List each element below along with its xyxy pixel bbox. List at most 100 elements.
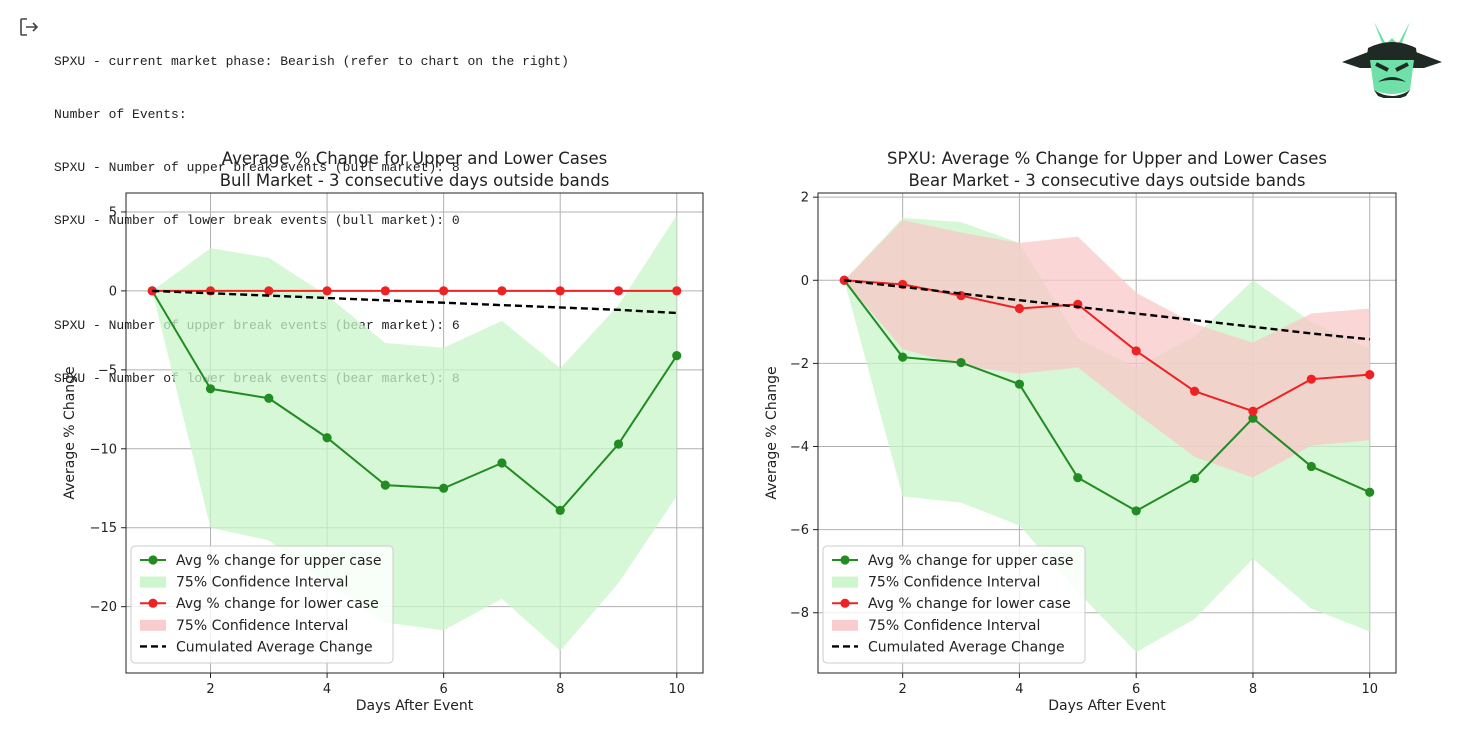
y-tick-label: 2: [801, 191, 809, 206]
exit-icon[interactable]: [18, 16, 40, 38]
data-point: [1248, 413, 1258, 423]
legend-item: 75% Confidence Interval: [832, 618, 1040, 634]
data-point: [613, 286, 624, 296]
chart-title: SPXU: Average % Change for Upper and Low…: [887, 149, 1327, 168]
data-point: [1189, 386, 1200, 396]
legend-box: [822, 545, 1086, 664]
legend-marker-swatch: [840, 598, 850, 608]
y-tick-label: −15: [90, 521, 117, 536]
data-point: [1131, 506, 1141, 516]
chart-bull-market: Average % Change for Upper and Lower Cas…: [62, 149, 704, 714]
data-point: [1073, 473, 1083, 483]
console-line: SPXU - Number of upper break events (bul…: [54, 159, 460, 175]
legend-item: 75% Confidence Interval: [832, 575, 1040, 591]
console-line: SPXU - current market phase: Bearish (re…: [54, 54, 569, 70]
series-line: [151, 290, 678, 512]
data-point: [1365, 370, 1375, 380]
data-point: [839, 275, 849, 285]
series-0: [147, 286, 682, 515]
data-point: [264, 286, 274, 296]
y-axis-label: Average % Change: [62, 366, 78, 499]
series-2: [844, 279, 1370, 341]
confidence-band-upper-case: [152, 215, 677, 651]
plot-frame: [125, 192, 704, 674]
data-point: [380, 286, 390, 296]
data-point: [264, 393, 274, 403]
x-tick-label: 6: [1132, 682, 1140, 697]
legend-item: Avg % change for lower case: [140, 596, 379, 612]
legend-label: Avg % change for upper case: [176, 553, 381, 569]
x-tick-label: 8: [1249, 682, 1257, 697]
legend-marker-swatch: [148, 598, 158, 608]
legend: Avg % change for upper case 75% Confidenc…: [822, 545, 1086, 664]
data-point: [672, 286, 682, 296]
data-point: [1131, 346, 1141, 356]
legend-item: 75% Confidence Interval: [140, 575, 348, 591]
y-tick-label: 0: [801, 274, 809, 289]
data-point: [1248, 406, 1258, 416]
legend-label: Cumulated Average Change: [868, 639, 1065, 655]
cumulated-average-line: [844, 279, 1370, 341]
chart-bear-market: SPXU: Average % Change for Upper and Low…: [764, 149, 1397, 714]
chart-title: Average % Change for Upper and Lower Cas…: [222, 149, 607, 168]
legend-label: Avg % change for lower case: [868, 596, 1071, 612]
chart-subtitle: Bear Market - 3 consecutive days outside…: [908, 171, 1305, 190]
data-point: [1306, 374, 1316, 384]
x-axis-label: Days After Event: [1048, 698, 1166, 714]
data-point: [1014, 379, 1025, 389]
legend-box: [130, 545, 394, 664]
x-tick-label: 4: [1015, 682, 1023, 697]
legend-label: Avg % change for lower case: [176, 596, 379, 612]
legend-marker-swatch: [148, 555, 158, 565]
legend-patch-swatch: [140, 576, 166, 588]
confidence-band-lower-case: [844, 220, 1370, 478]
data-point: [555, 286, 565, 296]
plot-frame: [817, 192, 1397, 674]
legend-label: 75% Confidence Interval: [176, 575, 348, 591]
data-point: [497, 458, 507, 468]
legend: Avg % change for upper case 75% Confidenc…: [130, 545, 394, 664]
data-point: [380, 480, 390, 490]
x-tick-label: 10: [668, 682, 685, 697]
x-tick-label: 6: [440, 682, 448, 697]
data-point: [322, 286, 332, 296]
x-tick-label: 10: [1361, 682, 1378, 697]
legend-item: Avg % change for lower case: [832, 596, 1071, 612]
legend-label: 75% Confidence Interval: [176, 618, 348, 634]
data-point: [1189, 473, 1200, 484]
data-point: [205, 384, 216, 394]
y-axis-label: Average % Change: [764, 366, 780, 499]
data-point: [613, 439, 624, 449]
data-point: [439, 286, 449, 296]
legend-label: Cumulated Average Change: [176, 639, 373, 655]
legend-item: Avg % change for upper case: [140, 553, 381, 569]
data-point: [322, 433, 332, 443]
console-line: Number of Events:: [54, 106, 187, 122]
y-tick-label: −6: [790, 523, 809, 538]
console-line: SPXU - Number of lower break events (bul…: [54, 212, 460, 228]
x-axis-label: Days After Event: [356, 698, 474, 714]
y-tick-label: −20: [90, 600, 117, 615]
x-tick-label: 2: [206, 682, 214, 697]
series-1: [147, 286, 682, 296]
legend-item: Cumulated Average Change: [140, 639, 373, 655]
data-point: [956, 357, 966, 368]
y-tick-label: −2: [790, 357, 809, 372]
data-point: [1306, 461, 1316, 472]
data-point: [898, 352, 908, 362]
chart-subtitle: Bull Market - 3 consecutive days outside…: [220, 171, 610, 190]
legend-patch-swatch: [832, 619, 858, 631]
y-tick-label: 0: [109, 284, 117, 299]
samurai-helmet-logo: [1342, 22, 1442, 98]
legend-marker-swatch: [840, 555, 850, 565]
legend-label: 75% Confidence Interval: [868, 618, 1040, 634]
y-tick-label: 5: [109, 205, 117, 220]
data-point: [497, 286, 507, 296]
series-line: [843, 279, 1371, 513]
data-point: [1365, 487, 1375, 497]
series-0: [839, 275, 1375, 516]
y-tick-label: −5: [98, 363, 117, 378]
legend-item: Avg % change for upper case: [832, 553, 1073, 569]
data-point: [439, 483, 449, 493]
data-point: [672, 351, 682, 361]
